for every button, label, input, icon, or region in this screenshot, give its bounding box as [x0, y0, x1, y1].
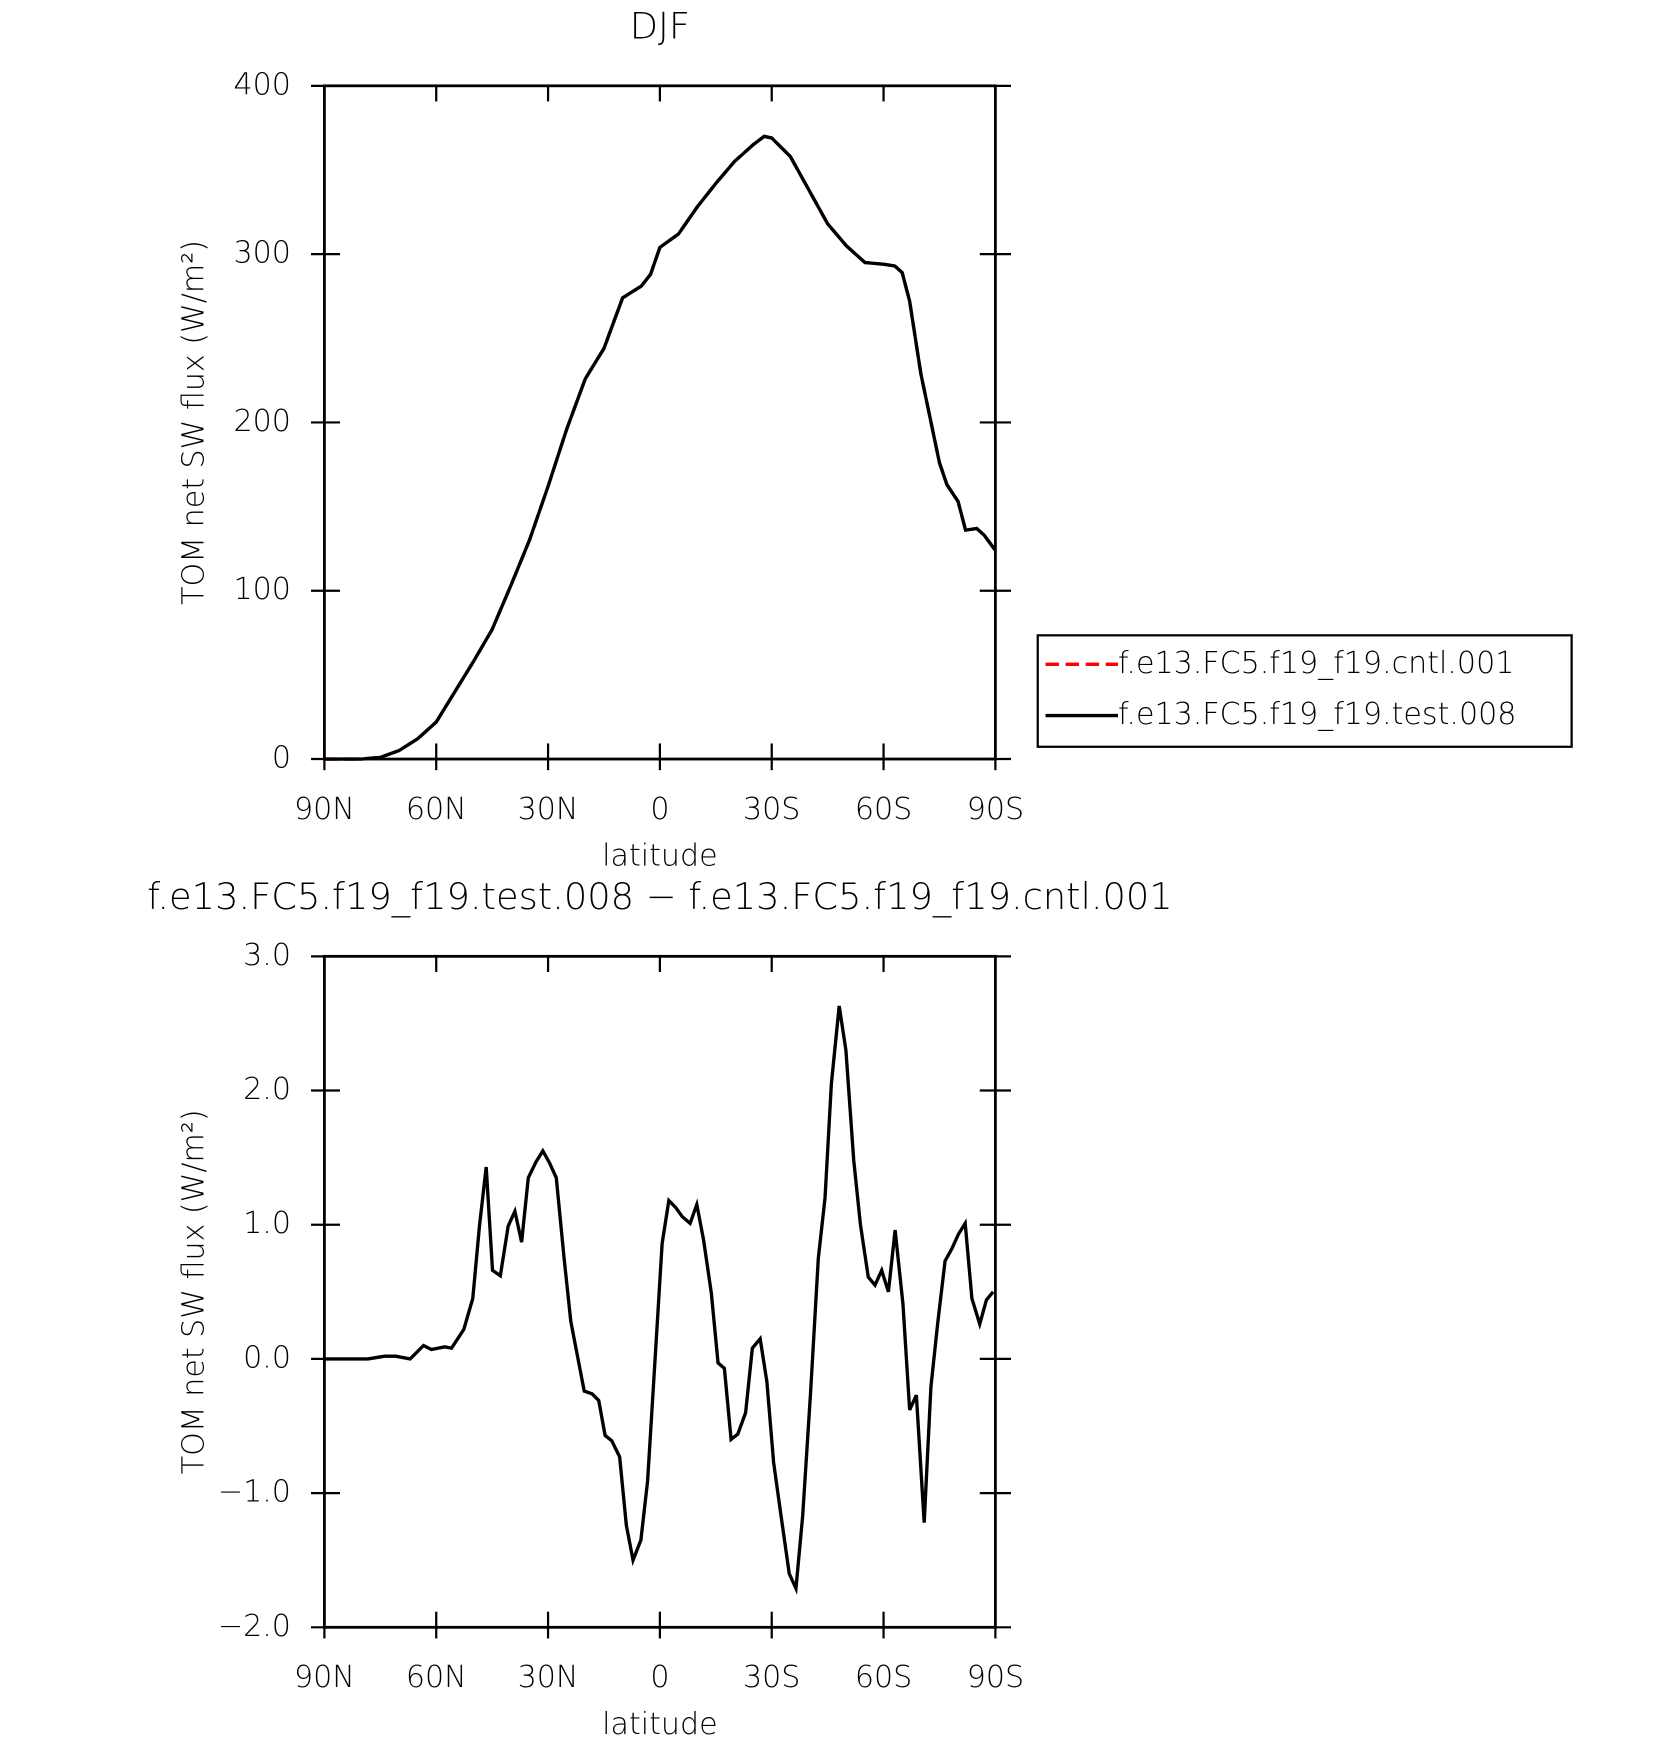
series-line [324, 1005, 995, 1595]
x-tick-label: 60N [406, 1660, 467, 1695]
y-tick-label: −1.0 [218, 1475, 291, 1510]
x-tick-label: 30N [518, 1660, 579, 1695]
y-tick-label: 400 [234, 67, 291, 102]
chart-title: DJF [630, 4, 690, 47]
plot-frame [323, 954, 997, 1629]
series-line [324, 134, 997, 761]
x-tick-label: 60N [406, 792, 467, 827]
series-line [324, 134, 997, 761]
x-tick-label: 30S [743, 792, 800, 827]
x-axis-label: latitude [602, 1707, 717, 1741]
x-tick-label: 90S [967, 1660, 1024, 1695]
x-tick-label: 90N [294, 792, 355, 827]
y-axis-label: TOM net SW flux (W/m²) [177, 240, 212, 605]
legend-label: f.e13.FC5.f19_f19.test.008 [1118, 697, 1516, 732]
legend-label: f.e13.FC5.f19_f19.cntl.001 [1118, 646, 1514, 681]
chart-title: f.e13.FC5.f19_f19.test.008 − f.e13.FC5.f… [147, 875, 1173, 919]
y-tick-label: 1.0 [243, 1206, 291, 1241]
x-tick-label: 90N [294, 1660, 355, 1695]
y-tick-label: 100 [234, 572, 291, 607]
y-tick-label: 0.0 [243, 1340, 291, 1375]
x-tick-label: 90S [967, 792, 1024, 827]
x-tick-label: 60S [855, 1660, 912, 1695]
y-tick-label: 0 [272, 741, 291, 776]
y-tick-label: 200 [234, 404, 291, 439]
y-tick-label: 300 [234, 236, 291, 271]
x-tick-label: 30N [518, 792, 579, 827]
x-tick-label: 30S [743, 1660, 800, 1695]
x-tick-label: 60S [855, 792, 912, 827]
x-tick-label: 0 [650, 792, 669, 827]
y-tick-label: −2.0 [218, 1609, 291, 1644]
y-tick-label: 3.0 [243, 938, 291, 973]
x-axis-label: latitude [602, 839, 717, 874]
y-tick-label: 2.0 [243, 1072, 291, 1107]
legend-box [1036, 634, 1573, 748]
y-axis-label: TOM net SW flux (W/m²) [177, 1109, 212, 1474]
plot-frame [323, 84, 997, 761]
x-tick-label: 0 [650, 1660, 669, 1695]
